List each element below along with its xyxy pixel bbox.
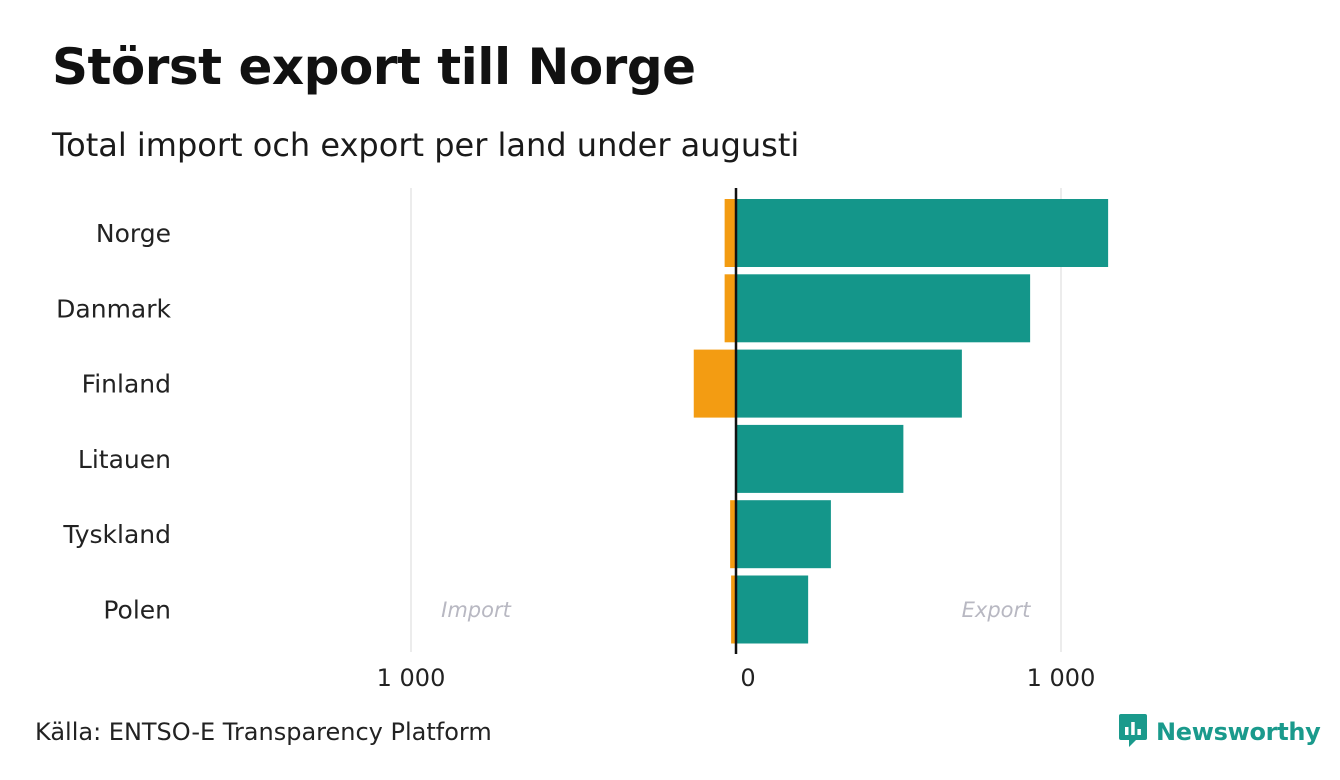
category-label: Litauen [78, 445, 171, 474]
export-annotation: Export [962, 598, 1032, 622]
category-labels: Norge Danmark Finland Litauen Tyskland Polen [56, 219, 171, 625]
bar-chart: NorgeDanmarkFinlandLitauenTysklandPolen … [56, 188, 1109, 692]
brand-name: Newsworthy [1156, 718, 1321, 746]
import-annotation: Import [441, 598, 511, 622]
x-tick-label: 0 [740, 664, 755, 692]
export-bar [736, 500, 831, 569]
category-label: Finland [82, 370, 171, 399]
export-bar [736, 424, 904, 493]
category-label: Polen [103, 596, 171, 625]
category-label: Norge [96, 219, 171, 248]
chart-subtitle: Total import och export per land under a… [52, 126, 800, 164]
x-tick-label: 1 000 [1027, 664, 1096, 692]
export-bar [736, 274, 1031, 343]
import-bar [730, 500, 736, 569]
x-axis-ticks: 1 000 0 1 000 [377, 664, 1096, 692]
newsworthy-logo-icon [1118, 712, 1148, 752]
x-tick-label: 1 000 [377, 664, 446, 692]
import-bar [693, 349, 736, 418]
export-bar [736, 575, 809, 644]
import-bar [731, 575, 736, 644]
import-bar [724, 199, 736, 267]
export-bar [736, 349, 962, 418]
import-bar [724, 274, 736, 343]
chart-title: Störst export till Norge [52, 38, 696, 96]
bars [693, 199, 1109, 644]
source-note: Källa: ENTSO-E Transparency Platform [35, 718, 492, 746]
brand-logo[interactable]: Newsworthy [1118, 712, 1321, 752]
category-label: Danmark [56, 294, 171, 323]
export-bar [736, 199, 1109, 267]
category-label: Tyskland [62, 520, 171, 549]
